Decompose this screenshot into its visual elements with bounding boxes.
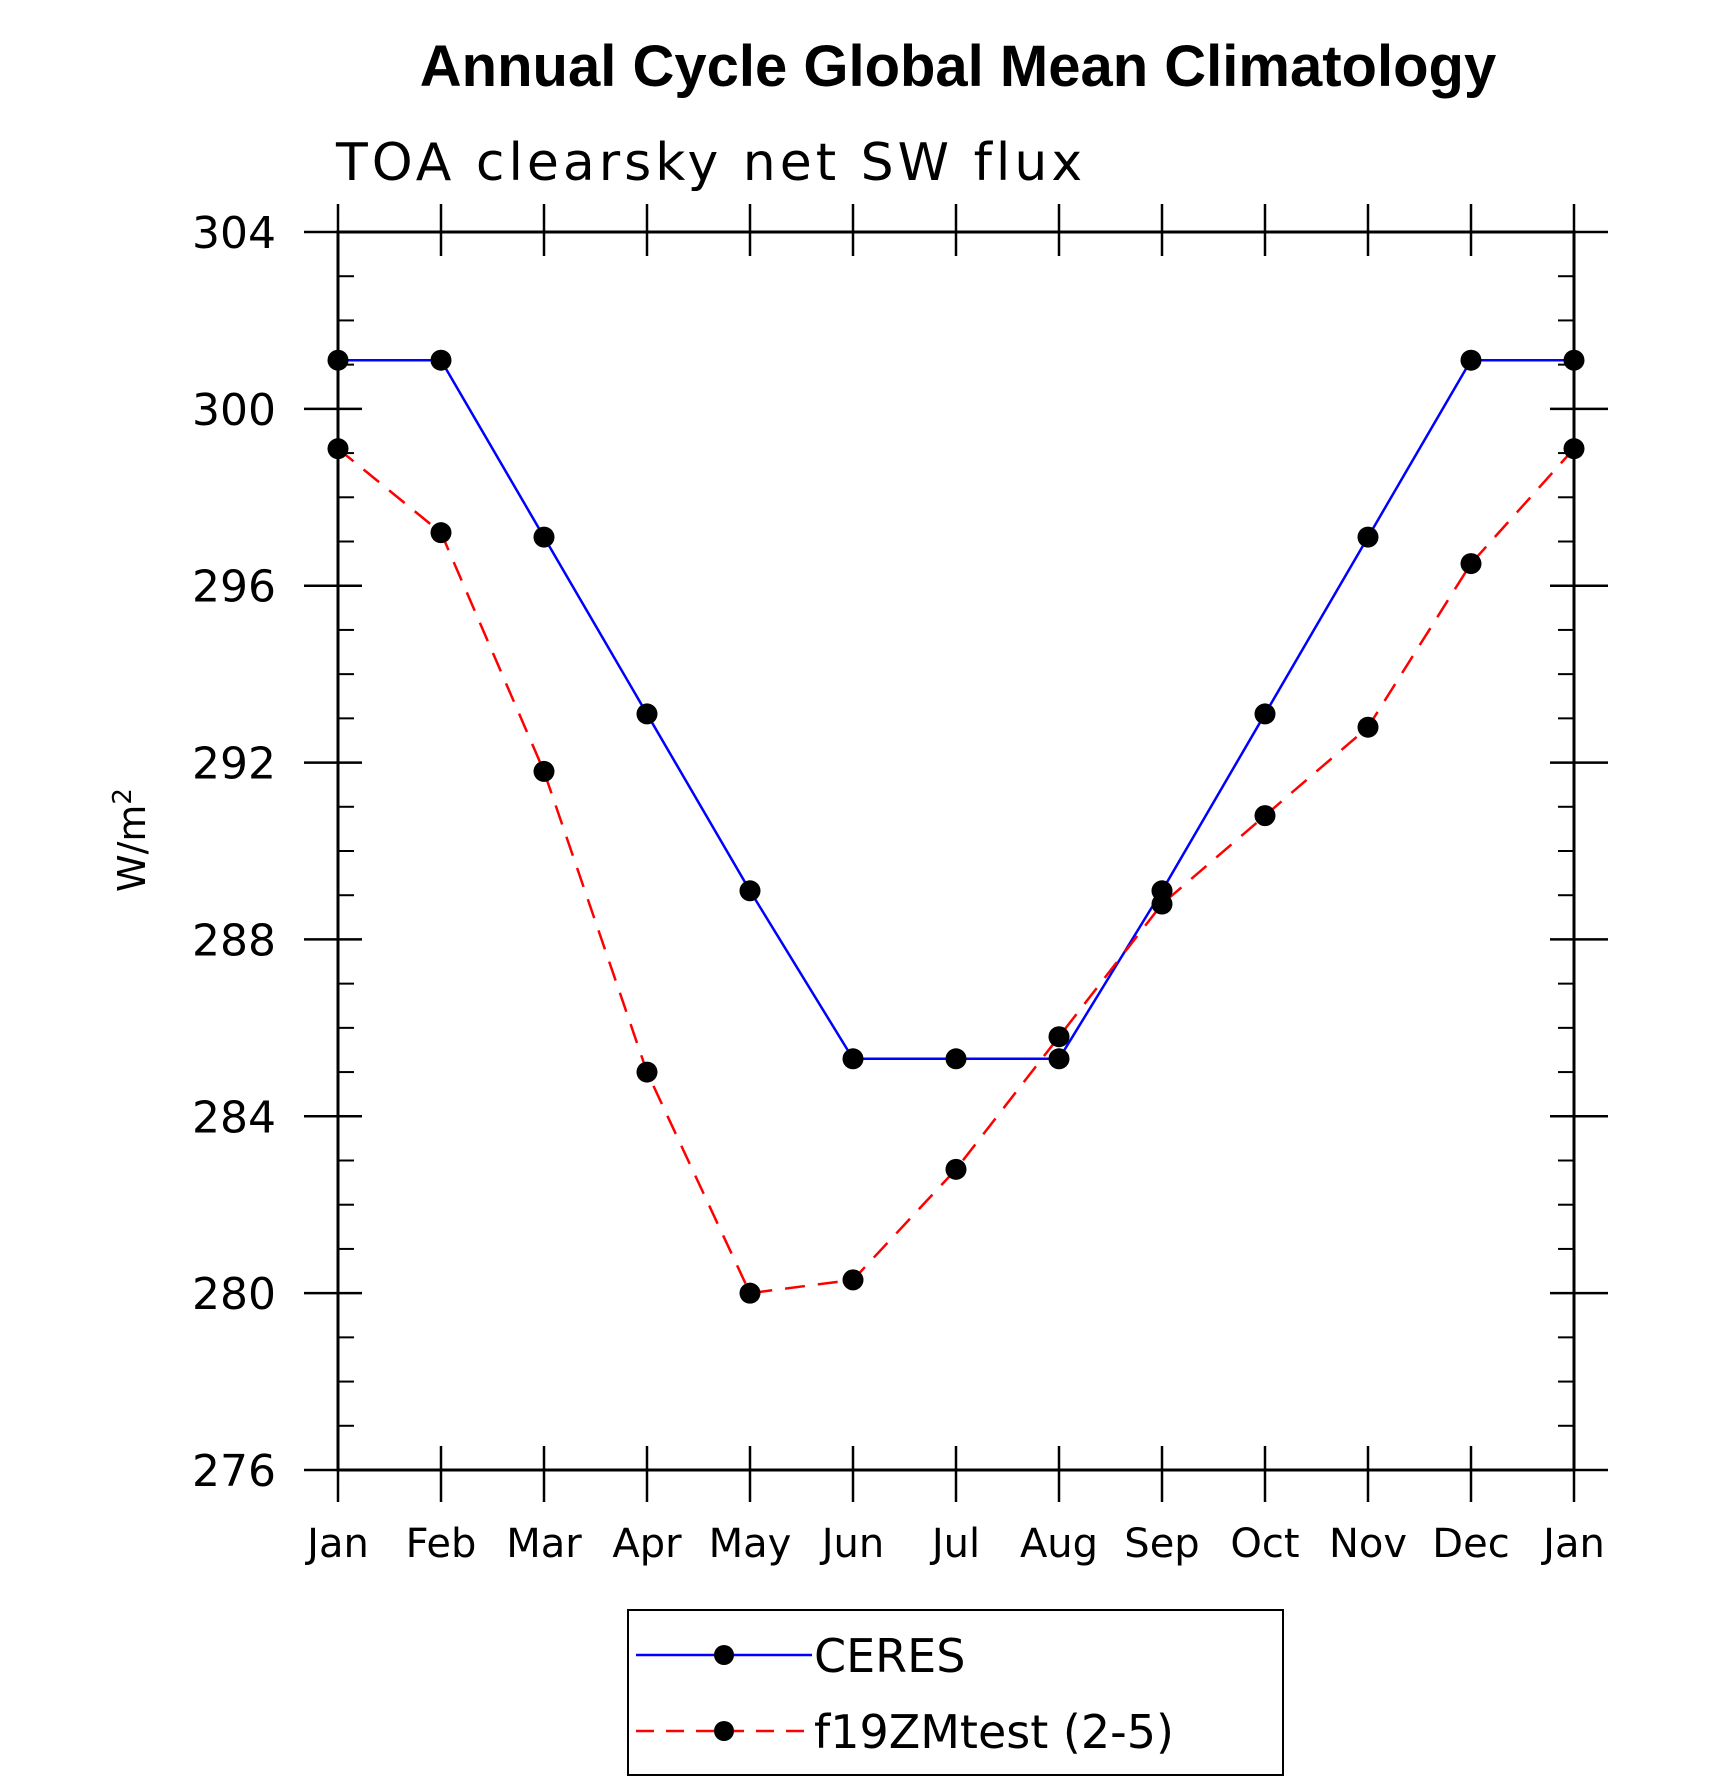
x-tick-label: Nov <box>1329 1521 1407 1567</box>
series-0-point <box>327 349 349 371</box>
series-1-point <box>1460 553 1482 575</box>
y-tick-label: 292 <box>192 739 276 790</box>
series-0-point <box>1254 703 1276 725</box>
series-1-point <box>430 522 452 544</box>
x-tick-label: Jul <box>929 1521 980 1567</box>
y-tick-label: 284 <box>192 1092 276 1143</box>
chart-subtitle: TOA clearsky net SW flux <box>335 133 1086 193</box>
svg-text:W/m2: W/m2 <box>108 788 154 892</box>
series-0-point <box>1048 1048 1070 1070</box>
series-0-point <box>842 1048 864 1070</box>
series-1-point <box>1048 1026 1070 1048</box>
y-tick-label: 276 <box>192 1446 276 1497</box>
y-tick-label: 296 <box>192 562 276 613</box>
series-1-point <box>842 1269 864 1291</box>
legend-box <box>627 1609 1284 1776</box>
x-tick-label: Mar <box>506 1521 582 1567</box>
series-1-point <box>533 760 555 782</box>
x-tick-label: Oct <box>1230 1521 1299 1567</box>
legend-marker-f19zmtest <box>714 1721 734 1741</box>
x-tick-label: Jan <box>304 1521 369 1567</box>
series-0-point <box>945 1048 967 1070</box>
series-1-point <box>327 438 349 460</box>
chart-title: Annual Cycle Global Mean Climatology <box>420 34 1496 99</box>
legend: CERES f19ZMtest (2-5) <box>627 1609 1284 1776</box>
series-1-point <box>945 1158 967 1180</box>
legend-label-ceres: CERES <box>814 1629 965 1683</box>
y-tick-label: 288 <box>192 915 276 966</box>
y-tick-label: 300 <box>192 385 276 436</box>
series-0-point <box>1460 349 1482 371</box>
series-1-point <box>1254 805 1276 827</box>
series-1-point <box>1563 438 1585 460</box>
x-tick-label: Jan <box>1540 1521 1605 1567</box>
x-tick-label: Jun <box>819 1521 885 1567</box>
x-tick-label: May <box>709 1521 792 1567</box>
x-tick-label: Feb <box>406 1521 477 1567</box>
series-0-point <box>533 526 555 548</box>
x-tick-label: Sep <box>1124 1521 1199 1567</box>
series-1-point <box>1151 893 1173 915</box>
series-0-point <box>739 880 761 902</box>
y-axis-label: W/m2 <box>108 788 154 892</box>
series-line-0 <box>338 358 1574 1061</box>
x-tick-label: Dec <box>1432 1521 1509 1567</box>
series-0-point <box>1563 349 1585 371</box>
series-0-point <box>1357 526 1379 548</box>
y-axis-label-superscript: 2 <box>108 788 138 805</box>
series-0-point <box>636 703 658 725</box>
series-1-point <box>739 1282 761 1304</box>
y-tick-label: 304 <box>192 208 276 259</box>
series-1-point <box>636 1061 658 1083</box>
series-0-point <box>430 349 452 371</box>
series-1-point <box>1357 716 1379 738</box>
legend-marker-ceres <box>714 1645 734 1665</box>
plot-frame <box>336 230 1576 1472</box>
y-axis-label-text: W/m <box>110 805 154 892</box>
legend-label-f19zmtest: f19ZMtest (2-5) <box>814 1705 1174 1759</box>
x-tick-labels: Jan Feb Mar Apr May Jun Jul Aug Sep Oct Nov Dec Jan <box>304 1521 1605 1567</box>
tick-marks <box>304 204 1608 1502</box>
series-layer <box>327 349 1585 1304</box>
x-tick-label: Apr <box>612 1521 682 1567</box>
y-tick-labels: 276 280 284 288 292 296 300 304 <box>192 208 276 1497</box>
x-tick-label: Aug <box>1020 1521 1098 1567</box>
y-tick-label: 280 <box>192 1269 276 1320</box>
